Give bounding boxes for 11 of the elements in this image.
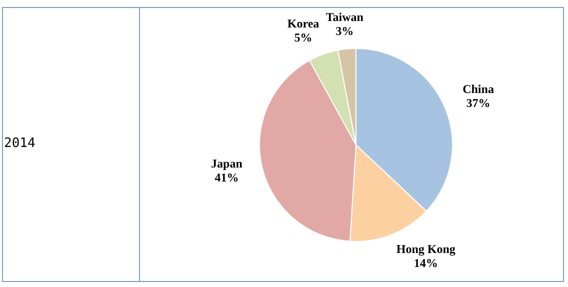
slice-label: Hong Kong xyxy=(396,242,456,256)
data-label: 41% xyxy=(214,170,239,184)
data-label: 37% xyxy=(466,96,490,110)
slice-label: China xyxy=(462,82,494,96)
data-label: 14% xyxy=(414,256,438,270)
slice-label: Japan xyxy=(211,156,243,170)
data-label: 5% xyxy=(294,30,312,45)
slice-label: Taiwan xyxy=(326,10,364,24)
text: 2014 xyxy=(4,136,36,151)
data-label: 3% xyxy=(336,24,354,38)
slice-label: Korea xyxy=(287,16,320,31)
